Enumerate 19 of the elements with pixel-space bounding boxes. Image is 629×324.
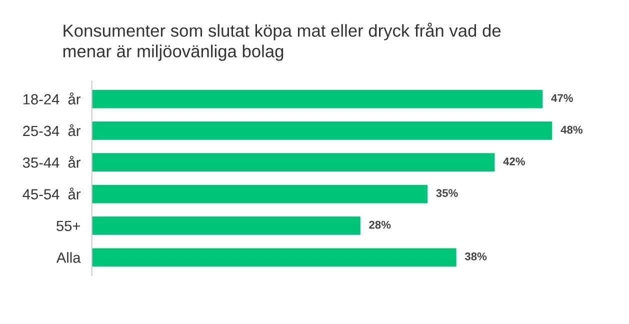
y-tick-label: 35-44 år [22,156,80,168]
bar [92,90,543,108]
data-label: 38% [464,252,487,260]
data-label: 42% [503,157,525,166]
y-tick-label: 18-24 år [23,92,80,104]
chart-title: Konsumenter som slutat köpa mat eller dryck från vad de menar är miljöovänliga bolag [63,22,501,61]
data-label: 47% [551,94,573,102]
data-label: 48% [560,126,583,134]
bar [92,184,428,204]
bar [92,216,360,235]
y-tick-label: Alla [56,252,81,263]
bar [92,122,552,140]
y-tick-label: 45-54 år [22,188,80,200]
data-label: 28% [369,220,391,229]
bar [92,248,456,267]
data-label: 35% [436,189,458,198]
y-tick-label: 25-34 år [23,124,80,136]
bar [92,153,495,172]
y-tick-label: 55+ [56,220,80,232]
